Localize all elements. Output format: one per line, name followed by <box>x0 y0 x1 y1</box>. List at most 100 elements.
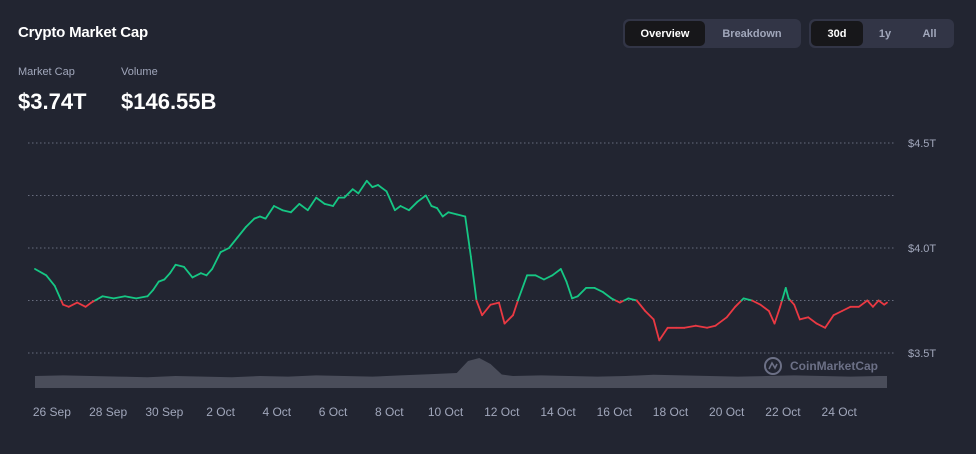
price-line-segment <box>534 274 545 281</box>
price-line-segment <box>200 272 208 277</box>
price-line-segment <box>543 274 554 281</box>
price-line-segment <box>205 268 214 277</box>
price-line-segment <box>877 299 886 306</box>
price-line-segment <box>357 179 368 195</box>
price-line-segment <box>751 299 762 306</box>
price-line-segment <box>244 217 256 228</box>
price-line-segment <box>67 301 79 308</box>
x-tick-label: 4 Oct <box>262 405 291 419</box>
price-line-segment <box>351 188 360 195</box>
price-line-segment <box>385 190 396 212</box>
page-title: Crypto Market Cap <box>18 24 148 41</box>
watermark-text: CoinMarketCap <box>790 359 878 373</box>
price-line-segment <box>273 205 284 212</box>
price-line-segment <box>489 301 500 306</box>
price-line-segment <box>447 211 458 216</box>
x-tick-label: 18 Oct <box>653 405 689 419</box>
price-line-segment <box>298 202 309 212</box>
price-line-segment <box>481 303 492 317</box>
price-line-segment <box>773 305 782 325</box>
price-line-segment <box>866 299 874 308</box>
price-line-segment <box>163 272 171 281</box>
price-line-segment <box>365 179 374 189</box>
tab-breakdown[interactable]: Breakdown <box>722 27 782 40</box>
price-line-segment <box>683 324 697 329</box>
price-line-segment <box>635 299 647 312</box>
price-line-segment <box>112 295 126 300</box>
price-line-segment <box>779 299 783 308</box>
price-line-segment <box>832 310 843 317</box>
price-line-segment <box>498 301 506 325</box>
price-line-segment <box>424 194 433 207</box>
price-line-segment <box>124 295 138 300</box>
price-line-segment <box>857 299 869 308</box>
price-line-segment <box>759 303 770 312</box>
price-line-segment <box>436 207 444 218</box>
price-line-segment <box>652 318 661 342</box>
x-tick-label: 8 Oct <box>375 405 404 419</box>
price-line-segment <box>627 297 638 302</box>
price-line-segment <box>152 280 160 291</box>
price-line-segment <box>694 324 708 329</box>
price-line-segment <box>815 322 827 329</box>
price-line-segment <box>394 205 402 212</box>
price-line-segment <box>455 213 467 218</box>
price-line-segment <box>191 272 202 279</box>
price-line-segment <box>399 205 410 212</box>
volume-area <box>35 358 887 388</box>
price-line-segment <box>517 274 528 300</box>
price-line-segment <box>343 188 354 199</box>
price-line-segment <box>841 305 852 312</box>
price-line-segment <box>512 299 519 317</box>
view-toggle: Overview Breakdown <box>623 19 801 48</box>
price-line-segment <box>34 268 48 277</box>
price-line-segment <box>45 274 56 287</box>
price-line-segment <box>219 247 230 254</box>
tab-overview[interactable]: Overview <box>625 21 705 46</box>
price-line-segment <box>371 184 379 189</box>
range-toggle: 30d 1y All <box>809 19 954 48</box>
price-line-segment <box>593 286 604 294</box>
price-line-segment <box>469 255 478 302</box>
x-tick-label: 16 Oct <box>597 405 633 419</box>
price-line-segment <box>742 297 753 302</box>
price-line-segment <box>377 184 388 193</box>
price-line-segment <box>315 196 326 205</box>
price-line-segment <box>211 251 222 270</box>
price-line-segment <box>781 286 787 302</box>
price-line-segment <box>883 301 888 306</box>
x-tick-label: 30 Sep <box>145 405 183 419</box>
price-line-segment <box>281 209 292 214</box>
price-line-segment <box>174 263 185 268</box>
price-line-segment <box>228 236 239 249</box>
price-line-segment <box>714 316 728 327</box>
y-tick-label: $3.5T <box>908 348 936 360</box>
price-line-segment <box>146 289 154 298</box>
price-line-segment <box>807 316 818 325</box>
price-line-segment <box>551 268 562 277</box>
x-tick-label: 12 Oct <box>484 405 520 419</box>
range-30d-button[interactable]: 30d <box>811 21 863 46</box>
price-line-segment <box>430 205 438 210</box>
coinmarketcap-logo-icon <box>764 357 782 375</box>
price-line-segment <box>789 299 796 306</box>
price-line-segment <box>784 286 790 300</box>
price-line-segment <box>53 284 63 302</box>
x-tick-label: 22 Oct <box>765 405 801 419</box>
price-line-segment <box>135 295 149 300</box>
x-tick-label: 24 Oct <box>822 405 858 419</box>
price-line-segment <box>332 196 340 207</box>
x-tick-label: 2 Oct <box>206 405 235 419</box>
market-cap-value: $3.74T <box>18 89 87 114</box>
volume-value: $146.55B <box>121 89 217 114</box>
price-line-segment <box>559 268 568 283</box>
range-all-button[interactable]: All <box>922 27 937 40</box>
x-tick-label: 14 Oct <box>540 405 576 419</box>
price-line-segment <box>725 305 737 319</box>
x-tick-label: 28 Sep <box>89 405 127 419</box>
price-line-segment <box>169 263 177 275</box>
range-1y-button[interactable]: 1y <box>878 27 892 40</box>
price-line-segment <box>503 314 514 325</box>
price-line-segment <box>441 211 450 218</box>
